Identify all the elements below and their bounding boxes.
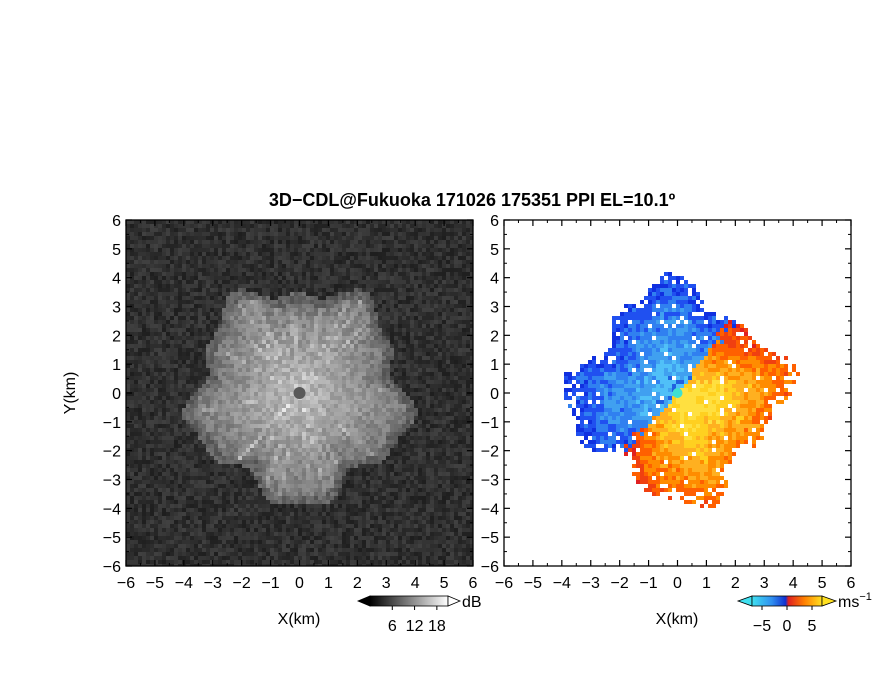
left-y-tick-label: −6 xyxy=(103,559,121,576)
right-x-tick-label: 3 xyxy=(760,575,769,592)
right-colorbar: −5 0 5 ms−1 xyxy=(736,591,872,635)
left-colorbar-tick-label: 6 xyxy=(388,618,397,635)
right-x-tick-label: 0 xyxy=(673,575,682,592)
left-x-tick-label: 4 xyxy=(411,575,420,592)
left-x-tick-label: 3 xyxy=(382,575,391,592)
left-y-tick-label: 5 xyxy=(112,242,121,259)
right-colorbar-gradient xyxy=(751,595,823,607)
left-x-tick-label: 1 xyxy=(324,575,333,592)
right-x-tick-label: −2 xyxy=(611,575,629,592)
left-colorbar-tick-label: 12 xyxy=(406,618,424,635)
left-y-tick-label: 0 xyxy=(112,386,121,403)
right-y-tick-label: −1 xyxy=(481,415,499,432)
right-y-tick-label: 2 xyxy=(490,328,499,345)
left-x-tick-label: −4 xyxy=(175,575,193,592)
left-y-tick-label: −2 xyxy=(103,444,121,461)
right-colorbar-tick-label: 0 xyxy=(783,618,792,635)
right-y-tick-label: −5 xyxy=(481,530,499,547)
left-colorbar-tick-label: 18 xyxy=(428,618,446,635)
right-x-tick-label: −4 xyxy=(553,575,571,592)
right-y-tick-label: 5 xyxy=(490,242,499,259)
left-y-tick-label: 2 xyxy=(112,328,121,345)
left-y-tick-label: −5 xyxy=(103,530,121,547)
left-heatmap xyxy=(126,220,473,566)
left-x-tick-label: 5 xyxy=(440,575,449,592)
right-y-tick-label: 0 xyxy=(490,386,499,403)
left-y-tick-label: 4 xyxy=(112,271,121,288)
left-y-tick-label: −3 xyxy=(103,473,121,490)
left-y-tick-label: −1 xyxy=(103,415,121,432)
left-colorbar-min-arrow xyxy=(356,595,371,607)
right-y-tick-label: −4 xyxy=(481,501,499,518)
right-y-tick-label: 4 xyxy=(490,271,499,288)
right-x-tick-label: 1 xyxy=(702,575,711,592)
right-x-tick-label: −1 xyxy=(639,575,657,592)
left-y-tick-label: 3 xyxy=(112,300,121,317)
left-colorbar: 6 12 18 dB xyxy=(356,594,482,635)
right-x-tick-label: −3 xyxy=(582,575,600,592)
right-x-tick-label: −6 xyxy=(495,575,513,592)
left-axes: −6 −5 −4 −3 −2 −1 0 1 2 3 4 5 6 6 5 4 3 2 1 0 −1 −2 −3 −4 −5 −6 xyxy=(103,213,478,592)
right-colorbar-min-arrow xyxy=(736,595,753,607)
right-y-tick-label: 1 xyxy=(490,357,499,374)
left-y-tick-label: 1 xyxy=(112,357,121,374)
right-x-tick-label: 4 xyxy=(789,575,798,592)
right-colorbar-unit: ms−1 xyxy=(838,591,872,611)
right-x-tick-label: 6 xyxy=(847,575,856,592)
right-panel: −6 −5 −4 −3 −2 −1 0 1 2 3 4 5 6 6 5 4 3 2 1 0 −1 −2 −3 −4 −5 −6 X… xyxy=(481,213,872,635)
left-y-axis-label: Y(km) xyxy=(62,372,79,415)
left-x-tick-label: −2 xyxy=(233,575,251,592)
right-y-tick-label: −6 xyxy=(481,559,499,576)
right-x-tick-label: 5 xyxy=(818,575,827,592)
left-x-tick-label: −5 xyxy=(146,575,164,592)
left-y-tick-label: 6 xyxy=(112,213,121,230)
figure-title: 3D−CDL@Fukuoka 171026 175351 PPI EL=10.1… xyxy=(269,190,676,210)
right-y-tick-label: −2 xyxy=(481,444,499,461)
right-x-tick-label: 2 xyxy=(731,575,740,592)
left-x-axis-label: X(km) xyxy=(278,611,321,628)
left-colorbar-gradient xyxy=(369,595,449,607)
right-radar-center xyxy=(672,388,683,398)
left-y-tick-label: −4 xyxy=(103,501,121,518)
left-x-tick-label: −1 xyxy=(261,575,279,592)
left-x-tick-label: 0 xyxy=(295,575,304,592)
right-axes: −6 −5 −4 −3 −2 −1 0 1 2 3 4 5 6 6 5 4 3 2 1 0 −1 −2 −3 −4 −5 −6 xyxy=(481,213,856,592)
right-colorbar-tick-label: 5 xyxy=(808,618,817,635)
right-colorbar-max-arrow xyxy=(821,595,838,607)
right-x-tick-label: −5 xyxy=(524,575,542,592)
left-colorbar-max-arrow xyxy=(447,595,462,607)
left-colorbar-unit: dB xyxy=(462,594,482,611)
right-y-tick-label: −3 xyxy=(481,473,499,490)
left-x-tick-label: 2 xyxy=(353,575,362,592)
left-radar-center xyxy=(293,387,306,399)
right-y-tick-label: 6 xyxy=(490,213,499,230)
left-x-tick-label: −3 xyxy=(204,575,222,592)
left-x-tick-label: −6 xyxy=(117,575,135,592)
right-y-tick-label: 3 xyxy=(490,300,499,317)
right-x-axis-label: X(km) xyxy=(656,611,699,628)
right-heatmap xyxy=(564,272,800,508)
right-colorbar-tick-label: −5 xyxy=(753,618,771,635)
left-x-tick-label: 6 xyxy=(469,575,478,592)
